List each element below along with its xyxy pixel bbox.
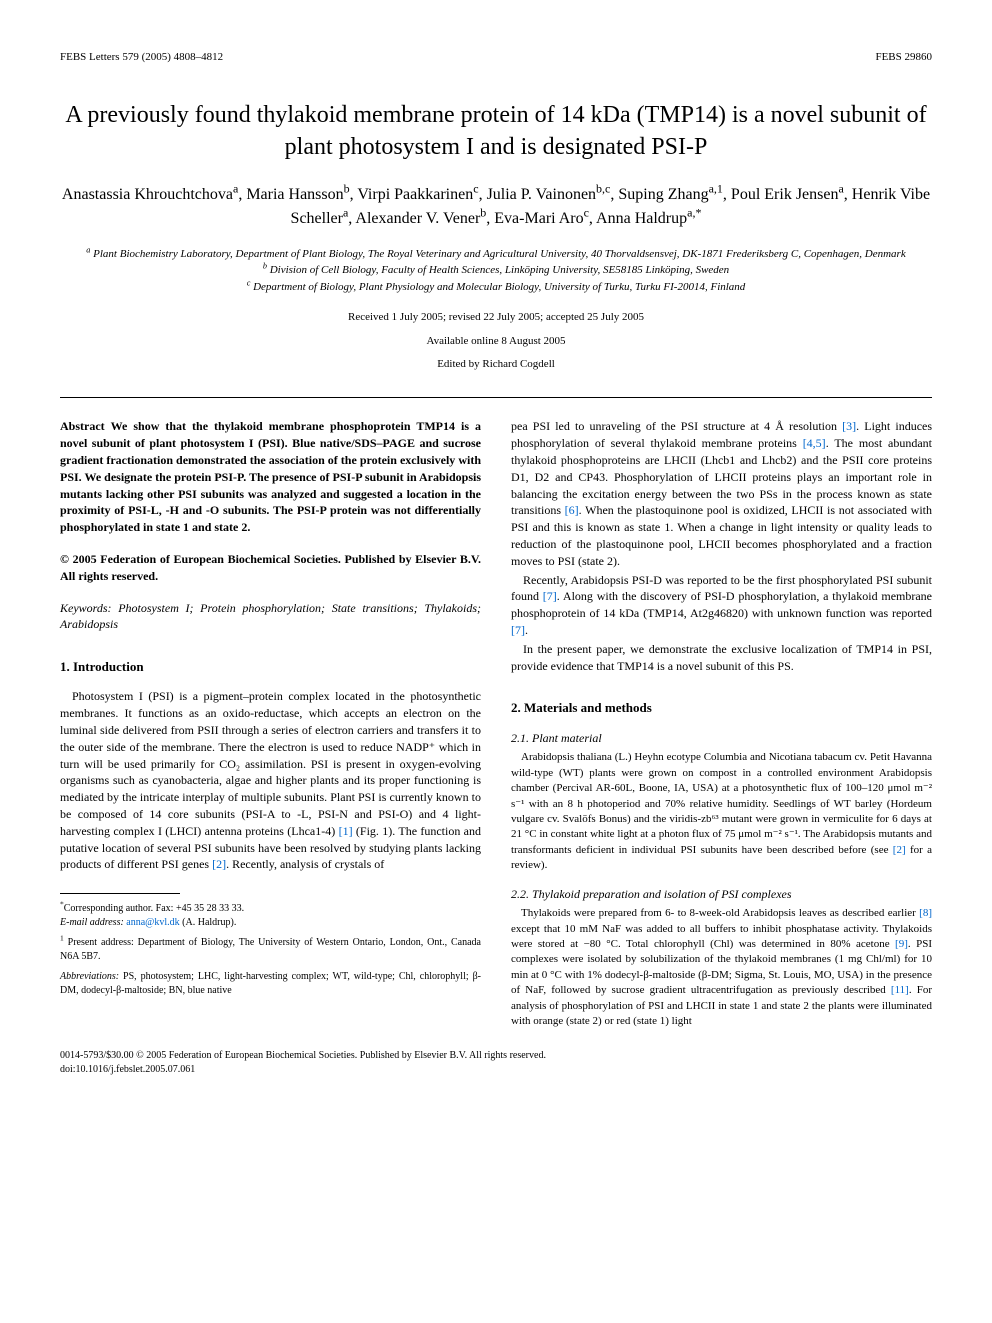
edited-by: Edited by Richard Cogdell: [60, 357, 932, 372]
ref-link-3[interactable]: [3]: [842, 419, 856, 433]
ref-link-9[interactable]: [9]: [895, 938, 908, 950]
abstract-label: Abstract: [60, 419, 105, 433]
author-1: Anastassia Khrouchtchova: [62, 186, 233, 203]
corresponding-author-footnote: *Corresponding author. Fax: +45 35 28 33…: [60, 902, 481, 930]
abbreviations-label: Abbreviations:: [60, 971, 119, 982]
abbreviations-text: PS, photosystem; LHC, light-harvesting c…: [60, 971, 481, 996]
email-label: E-mail address:: [60, 917, 124, 928]
copyright-notice: © 2005 Federation of European Biochemica…: [60, 551, 481, 585]
abbreviations-footnote: Abbreviations: PS, photosystem; LHC, lig…: [60, 970, 481, 998]
affiliation-b: b Division of Cell Biology, Faculty of H…: [60, 262, 932, 279]
introduction-heading: 1. Introduction: [60, 658, 481, 676]
journal-ref: FEBS Letters 579 (2005) 4808–4812: [60, 50, 223, 65]
methods-22-heading: 2.2. Thylakoid preparation and isolation…: [511, 886, 932, 903]
abstract-text: We show that the thylakoid membrane phos…: [60, 419, 481, 534]
keywords-label: Keywords:: [60, 601, 112, 615]
affiliation-a: a Plant Biochemistry Laboratory, Departm…: [60, 246, 932, 263]
affiliation-c: c Department of Biology, Plant Physiolog…: [60, 279, 932, 296]
methods-21-heading: 2.1. Plant material: [511, 730, 932, 747]
author-10: , Anna Haldrup: [589, 210, 687, 227]
author-2: , Maria Hansson: [238, 186, 343, 203]
article-body: Abstract We show that the thylakoid memb…: [60, 418, 932, 1029]
author-3: , Virpi Paakkarinen: [350, 186, 474, 203]
present-address-footnote: 1 Present address: Department of Biology…: [60, 936, 481, 964]
author-8: , Alexander V. Vener: [348, 210, 480, 227]
ref-link-6[interactable]: [6]: [565, 503, 579, 517]
author-5-affil: a,1: [709, 181, 723, 195]
authors-list: Anastassia Khrouchtchovaa, Maria Hansson…: [60, 183, 932, 231]
ref-link-45[interactable]: [4,5]: [803, 436, 826, 450]
author-4: , Julia P. Vainonen: [479, 186, 596, 203]
email-name: (A. Haldrup).: [180, 917, 237, 928]
article-title: A previously found thylakoid membrane pr…: [60, 100, 932, 162]
corresponding-text: Corresponding author. Fax: +45 35 28 33 …: [64, 903, 244, 914]
methods-22-body: Thylakoids were prepared from 6- to 8-we…: [521, 907, 919, 919]
intro-p2-start: pea PSI led to unraveling of the PSI str…: [511, 419, 842, 433]
methods-21-body: Arabidopsis thaliana (L.) Heyhn ecotype …: [511, 751, 932, 855]
intro-p1-text: Photosystem I (PSI) is a pigment–protein…: [60, 689, 481, 837]
affiliation-b-text: Division of Cell Biology, Faculty of Hea…: [270, 264, 730, 276]
abstract: Abstract We show that the thylakoid memb…: [60, 418, 481, 536]
affiliation-a-text: Plant Biochemistry Laboratory, Departmen…: [93, 248, 906, 260]
keywords-text: Photosystem I; Protein phosphorylation; …: [60, 601, 481, 632]
methods-21-text: Arabidopsis thaliana (L.) Heyhn ecotype …: [511, 750, 932, 873]
methods-heading: 2. Materials and methods: [511, 699, 932, 717]
received-dates: Received 1 July 2005; revised 22 July 20…: [60, 310, 932, 325]
intro-paragraph-1: Photosystem I (PSI) is a pigment–protein…: [60, 688, 481, 873]
febs-id: FEBS 29860: [875, 50, 932, 65]
author-10-affil: a,*: [687, 205, 701, 219]
affiliation-c-text: Department of Biology, Plant Physiology …: [253, 281, 745, 293]
author-4-affil: b,c: [596, 181, 610, 195]
author-5: , Suping Zhang: [610, 186, 708, 203]
page-footer: 0014-5793/$30.00 © 2005 Federation of Eu…: [60, 1049, 932, 1077]
intro-p3-end: .: [525, 623, 528, 637]
keywords: Keywords: Photosystem I; Protein phospho…: [60, 600, 481, 634]
intro-p1-end: . Recently, analysis of crystals of: [226, 857, 384, 871]
footer-doi: doi:10.1016/j.febslet.2005.07.061: [60, 1063, 932, 1077]
intro-paragraph-3: Recently, Arabidopsis PSI-D was reported…: [511, 572, 932, 639]
ref-link-7b[interactable]: [7]: [511, 623, 525, 637]
intro-paragraph-4: In the present paper, we demonstrate the…: [511, 641, 932, 675]
author-9: , Eva-Mari Aro: [486, 210, 583, 227]
intro-paragraph-2: pea PSI led to unraveling of the PSI str…: [511, 418, 932, 569]
methods-22-text: Thylakoids were prepared from 6- to 8-we…: [511, 906, 932, 1029]
author-6: , Poul Erik Jensen: [723, 186, 839, 203]
footnote-divider: [60, 893, 180, 894]
header-line: FEBS Letters 579 (2005) 4808–4812 FEBS 2…: [60, 50, 932, 65]
footer-copyright: 0014-5793/$30.00 © 2005 Federation of Eu…: [60, 1049, 932, 1063]
ref-link-8[interactable]: [8]: [919, 907, 932, 919]
ref-link-11[interactable]: [11]: [891, 984, 909, 996]
email-link[interactable]: anna@kvl.dk: [126, 917, 179, 928]
ref-link-7[interactable]: [7]: [543, 589, 557, 603]
intro-p3-cont: . Along with the discovery of PSI-D phos…: [511, 589, 932, 620]
affiliations: a Plant Biochemistry Laboratory, Departm…: [60, 246, 932, 296]
ref-link-2[interactable]: [2]: [212, 857, 226, 871]
available-online: Available online 8 August 2005: [60, 334, 932, 349]
methods-22-cont1: except that 10 mM NaF was added to all b…: [511, 923, 932, 950]
present-address-text: Present address: Department of Biology, …: [60, 937, 481, 962]
ref-link-1[interactable]: [1]: [339, 824, 353, 838]
ref-link-2b[interactable]: [2]: [893, 844, 906, 856]
top-divider: [60, 397, 932, 398]
